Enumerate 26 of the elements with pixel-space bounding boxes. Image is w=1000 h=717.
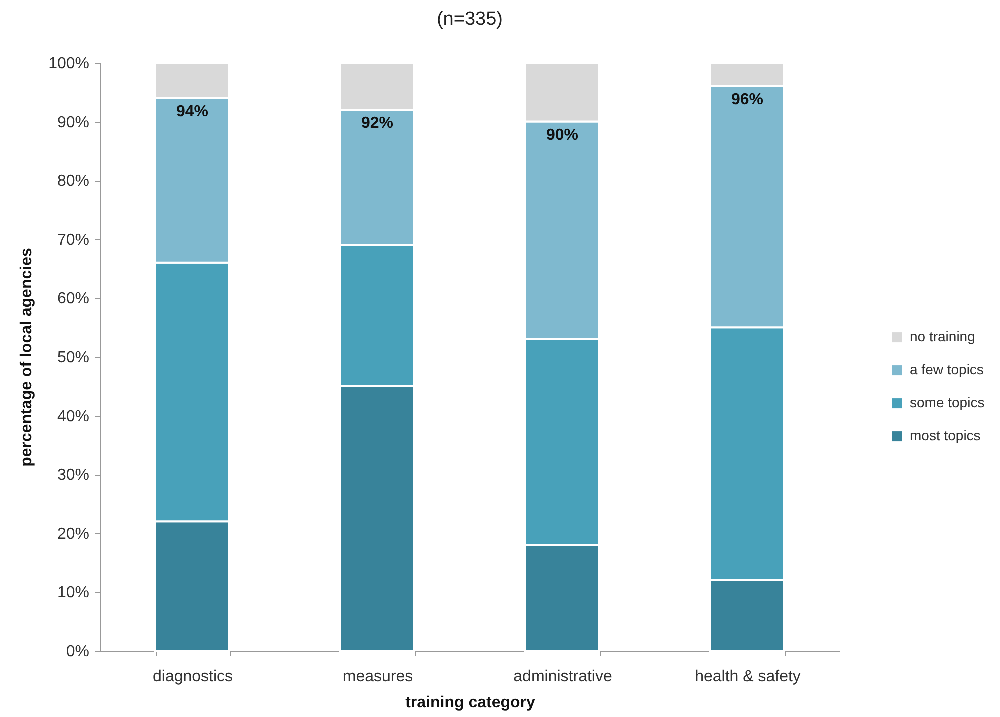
chart-title: (n=335) bbox=[436, 9, 504, 30]
y-tick-label: 100% bbox=[48, 56, 90, 72]
y-tick-label: 30% bbox=[57, 467, 90, 484]
x-axis-title: training category bbox=[406, 694, 536, 712]
legend-label: no training bbox=[910, 328, 976, 345]
y-tick-label: 60% bbox=[57, 290, 90, 308]
annotation: 94% bbox=[176, 103, 209, 120]
y-tick-label: 20% bbox=[57, 526, 90, 543]
annotation: 96% bbox=[731, 92, 764, 109]
y-tick-label: 90% bbox=[57, 114, 90, 132]
annotation: 92% bbox=[361, 115, 394, 132]
legend-label: some topics bbox=[910, 394, 985, 411]
y-tick-label: 50% bbox=[57, 350, 90, 366]
y-tick-label: 10% bbox=[57, 584, 90, 602]
x-tick-label: health & safety bbox=[695, 668, 801, 686]
x-tick-label: measures bbox=[342, 668, 414, 686]
y-tick-label: 0% bbox=[66, 644, 90, 660]
y-tick-label: 70% bbox=[57, 232, 90, 249]
y-tick-label: 80% bbox=[57, 173, 90, 190]
y-tick-label: 40% bbox=[57, 408, 90, 426]
legend-label: most topics bbox=[910, 428, 981, 444]
x-tick-label: administrative bbox=[514, 668, 612, 686]
annotation: 90% bbox=[546, 126, 579, 144]
y-axis-title: percentage of local agencies bbox=[18, 248, 36, 467]
legend-label: a few topics bbox=[910, 362, 984, 378]
x-tick-label: diagnostics bbox=[152, 668, 234, 686]
